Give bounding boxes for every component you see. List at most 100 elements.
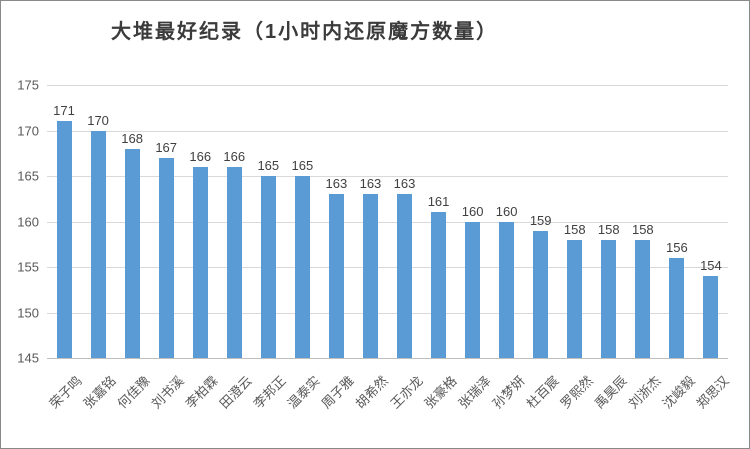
bar-张瑞泽: [465, 221, 481, 358]
x-category-label: 孙梦妍: [489, 373, 528, 412]
bar-李邦正: [260, 176, 276, 358]
bar-column: 154: [694, 85, 728, 358]
bar-value-label: 156: [666, 239, 688, 255]
bar-罗熙然: [567, 239, 583, 358]
bar-value-label: 165: [257, 158, 280, 173]
x-axis-category-labels: 荣子鸣 张嘉铭 何佳豫 刘书溪 李柏霖 田澄云 李邦正 温泰实 周子雅 胡希然 王亦龙 张豪格 张瑞泽孙…: [46, 361, 732, 446]
bar-禹昊辰: [601, 239, 617, 358]
plot-area: 171 170 168 167 166 166 165 165 163 163 163 161 160 1…: [47, 85, 728, 359]
y-tick-label: 145: [17, 350, 39, 366]
bar-value-label: 160: [461, 203, 484, 219]
x-category-label: 田澄云: [216, 373, 256, 412]
y-tick-label: 155: [17, 259, 39, 275]
gridline-155: [47, 267, 728, 268]
chart-title: 大堆最好纪录（1小时内还原魔方数量）: [111, 21, 499, 43]
bar-value-label: 165: [291, 158, 314, 173]
bar-column: 161: [422, 85, 456, 358]
x-category-label: 李邦正: [250, 373, 290, 412]
bar-value-label: 160: [495, 203, 518, 219]
y-axis: 175 170 165 160 155 150 145: [1, 78, 41, 366]
gridline-175: [47, 85, 728, 86]
bar-荣子鸣: [56, 121, 72, 358]
bar-沈峻毅: [669, 257, 685, 358]
bar-周子雅: [328, 194, 344, 358]
bar-张嘉铭: [90, 130, 106, 358]
bar-李柏霖: [192, 166, 208, 358]
x-category-label: 刘书溪: [148, 373, 187, 412]
x-category-label: 杜百宸: [523, 373, 562, 412]
gridline-150: [47, 312, 728, 314]
bar-column: 170: [81, 85, 115, 358]
bar-column: 168: [115, 85, 149, 358]
bar-column: 166: [183, 85, 217, 358]
bar-column: 163: [387, 85, 421, 358]
bar-value-label: 167: [155, 139, 178, 155]
bar-何佳豫: [124, 148, 140, 358]
bar-田澄云: [226, 166, 242, 358]
bar-value-label: 159: [529, 212, 552, 228]
bar-刘书溪: [158, 157, 174, 358]
x-category-label: 王亦龙: [387, 373, 426, 412]
y-tick-label: 150: [17, 305, 39, 320]
bar-value-label: 158: [563, 221, 586, 237]
bar-刘浙杰: [635, 239, 651, 358]
bar-column: 160: [456, 85, 490, 358]
x-category-label: 周子雅: [318, 373, 358, 412]
gridline-145: [47, 358, 728, 359]
y-tick-label: 160: [17, 214, 39, 229]
y-tick-label: 165: [17, 168, 39, 184]
bar-胡希然: [362, 194, 378, 358]
x-category-label: 张瑞泽: [455, 373, 494, 412]
bar-column: 167: [149, 85, 183, 358]
x-category-label: 荣子鸣: [46, 373, 85, 412]
bar-column: 165: [285, 85, 319, 358]
x-category-label: 沈峻毅: [659, 373, 698, 412]
bar-series: 171 170 168 167 166 166 165 165 163 163 163 161 160 1…: [47, 85, 728, 358]
bar-value-label: 163: [393, 176, 416, 192]
bar-王亦龙: [396, 194, 412, 358]
bar-column: 159: [524, 85, 558, 358]
x-category-label: 何佳豫: [114, 373, 153, 412]
bar-value-label: 163: [359, 176, 382, 192]
y-tick-label: 170: [17, 123, 39, 138]
bar-column: 158: [626, 85, 660, 358]
bar-value-label: 171: [53, 103, 75, 119]
bar-column: 158: [558, 85, 592, 358]
bar-value-label: 154: [700, 258, 722, 274]
bar-value-label: 166: [189, 148, 212, 164]
gridline-170: [47, 130, 728, 132]
bar-column: 171: [47, 85, 81, 358]
bar-column: 158: [592, 85, 626, 358]
x-category-label: 温泰实: [284, 373, 324, 412]
bar-column: 165: [251, 85, 285, 358]
x-category-label: 刘浙杰: [625, 373, 664, 412]
bar-value-label: 161: [427, 194, 450, 210]
bar-value-label: 158: [597, 221, 620, 237]
bar-温泰实: [294, 176, 310, 358]
x-category-label: 张嘉铭: [80, 373, 119, 412]
x-category-label: 张豪格: [421, 373, 460, 412]
bar-column: 156: [660, 85, 694, 358]
bar-张豪格: [431, 212, 447, 358]
gridline-165: [47, 176, 728, 177]
bar-value-label: 170: [87, 112, 109, 128]
bar-column: 166: [217, 85, 251, 358]
gridline-160: [47, 221, 728, 223]
x-category-label: 罗熙然: [557, 373, 596, 412]
bar-column: 163: [319, 85, 353, 358]
x-category-label: 禹昊辰: [591, 373, 630, 412]
x-category-label: 李柏霖: [182, 373, 221, 412]
bar-孙梦妍: [499, 221, 515, 358]
bar-value-label: 168: [121, 130, 143, 146]
y-tick-label: 175: [17, 77, 39, 93]
x-category-label: 胡希然: [353, 373, 392, 412]
bar-value-label: 163: [325, 176, 348, 192]
bar-column: 160: [490, 85, 524, 358]
x-category-label: 郑思汉: [693, 373, 732, 412]
bar-column: 163: [353, 85, 387, 358]
bar-杜百宸: [533, 230, 549, 358]
bar-郑思汉: [703, 276, 719, 358]
bar-value-label: 166: [223, 148, 246, 164]
bar-value-label: 158: [631, 221, 654, 237]
